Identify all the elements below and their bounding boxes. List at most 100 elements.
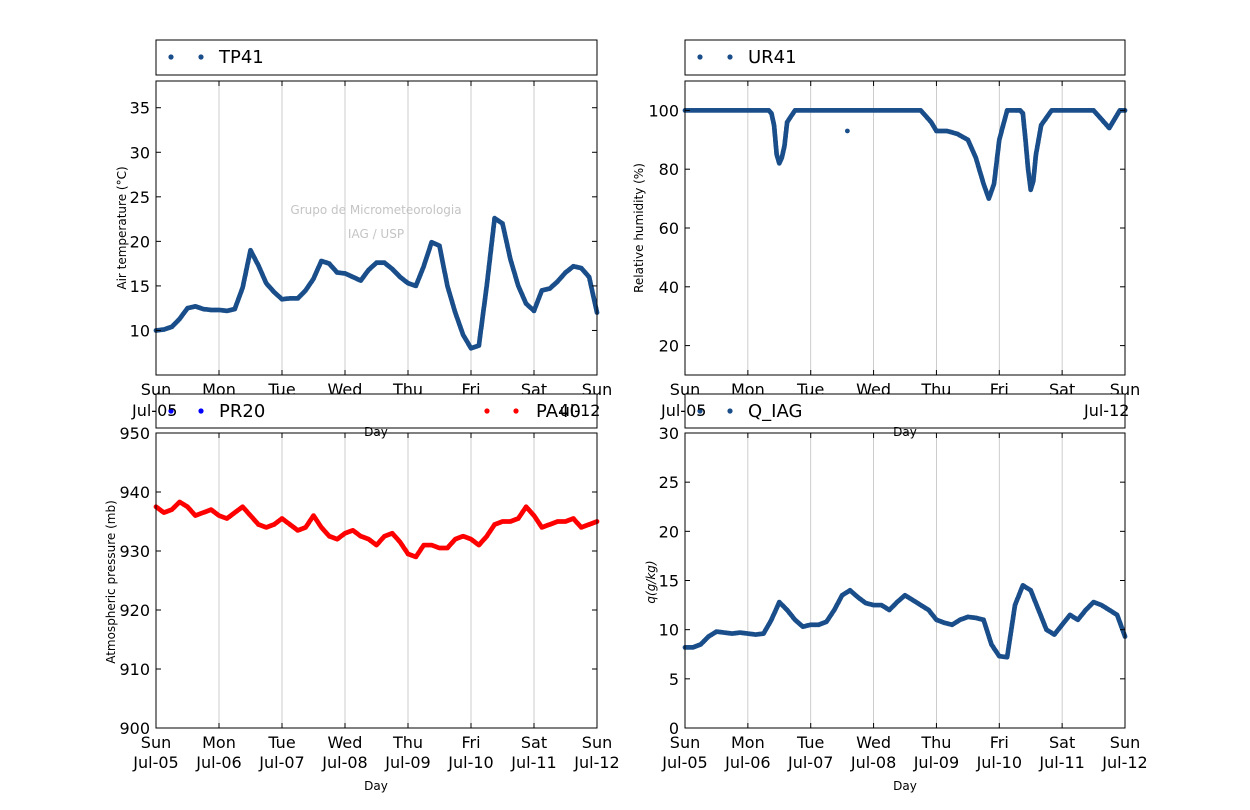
yticks-humidity: 20 40 60 80 100 (648, 101, 1125, 356)
legend-specific-humidity: Q_IAG (684, 393, 1126, 429)
legend-pressure: PR20 PA40 (155, 393, 598, 429)
y-tick-label: 25 (130, 188, 150, 207)
watermark-line-2: IAG / USP (348, 227, 404, 241)
legend-label-pa40: PA40 (536, 401, 581, 422)
plot-area-pressure (156, 433, 597, 728)
xtick-date-peek-temperature-left: Jul-05 (131, 401, 177, 420)
x-tick-label-day: Wed (328, 733, 363, 752)
x-tick-label-date: Jul-07 (787, 753, 833, 772)
x-tick-label-date: Jul-12 (573, 753, 619, 772)
x-tick-label-day: Sun (1110, 733, 1140, 752)
x-tick-label-day: Sun (670, 733, 700, 752)
legend-label-pr20: PR20 (219, 401, 265, 422)
y-tick-label: 20 (130, 232, 150, 251)
y-tick-label: 920 (119, 601, 150, 620)
x-tick-label-day: Tue (267, 733, 295, 752)
y-tick-label: 80 (659, 160, 679, 179)
x-tick-label-day: Wed (856, 733, 891, 752)
x-tick-label-date: Jul-06 (724, 753, 770, 772)
xticks-pressure: SunJul-05MonJul-06TueJul-07WedJul-08ThuJ… (132, 433, 620, 772)
legend-label-ur41: UR41 (748, 47, 797, 68)
x-tick-label-day: Sat (521, 733, 547, 752)
legend-label-tp41: TP41 (218, 47, 264, 68)
y-tick-label: 20 (659, 522, 679, 541)
marks-temperature (153, 215, 600, 351)
legend-marker-pa40-a (484, 408, 490, 414)
ylabel-temperature: Air temperature (°C) (115, 166, 129, 289)
x-tick-label-date: Jul-07 (258, 753, 304, 772)
legend-box-specific-humidity (684, 393, 1126, 429)
yticks-specific-humidity: 0 5 10 15 20 25 30 (659, 424, 1125, 738)
series-ur41 (682, 108, 1128, 202)
outlier-point (844, 128, 850, 134)
xticks-specific-humidity: SunJul-05MonJul-06TueJul-07WedJul-08ThuJ… (661, 433, 1148, 772)
legend-marker-ur41-a (697, 54, 703, 60)
x-tick-label-date: Jul-08 (321, 753, 367, 772)
legend-box-humidity (684, 39, 1126, 76)
xtick-date-peek-humidity-left: Jul-05 (660, 401, 706, 420)
x-tick-label-date: Jul-12 (1101, 753, 1147, 772)
ylabel-humidity: Relative humidity (%) (632, 163, 646, 293)
series-tp41 (153, 215, 600, 351)
x-tick-label-date: Jul-08 (850, 753, 896, 772)
ylabel-specific-humidity: q(g/kg) (644, 560, 658, 603)
grid-humidity (747, 81, 1063, 375)
y-tick-label: 950 (119, 424, 150, 443)
yticks-temperature: 10 15 20 25 30 35 (130, 99, 597, 340)
watermark-line-1: Grupo de Micrometeorologia (290, 203, 461, 217)
y-tick-label: 40 (659, 278, 679, 297)
grid-pressure (218, 433, 535, 728)
xtick-date-peek-temperature-right: Jul-12 (554, 401, 600, 420)
axes-frame-temperature (155, 80, 598, 376)
x-tick-label-date: Jul-05 (132, 753, 178, 772)
legend-marker-pr20-a (168, 408, 174, 414)
yticks-pressure: 900 910 920 930 940 950 (119, 424, 597, 738)
y-tick-label: 100 (648, 101, 679, 120)
legend-marker-tp41-a (168, 54, 174, 60)
y-tick-label: 25 (659, 473, 679, 492)
x-tick-label-date: Jul-10 (976, 753, 1022, 772)
legend-marker-tp41-b (198, 54, 204, 60)
marks-humidity (682, 108, 1128, 202)
y-tick-label: 20 (659, 337, 679, 356)
y-tick-label: 940 (119, 483, 150, 502)
y-tick-label: 10 (659, 621, 679, 640)
y-tick-label: 900 (119, 719, 150, 738)
x-tick-label-day: Fri (990, 733, 1009, 752)
legend-marker-ur41-b (727, 54, 733, 60)
plot-area-temperature (156, 81, 597, 375)
x-tick-label-date: Jul-05 (661, 753, 707, 772)
x-tick-label-day: Thu (920, 733, 951, 752)
plot-area-humidity (685, 81, 1125, 375)
legend-marker-qiag-b (727, 408, 733, 414)
y-tick-label: 15 (659, 572, 679, 591)
axes-frame-pressure (155, 432, 598, 729)
x-tick-label-date: Jul-06 (195, 753, 241, 772)
y-tick-label: 930 (119, 542, 150, 561)
x-tick-label-day: Tue (796, 733, 824, 752)
x-tick-label-day: Sat (1049, 733, 1075, 752)
y-tick-label: 15 (130, 277, 150, 296)
y-tick-label: 0 (669, 719, 679, 738)
y-tick-label: 60 (659, 219, 679, 238)
x-tick-label-day: Mon (731, 733, 765, 752)
xlabel-temperature: Day (364, 425, 388, 439)
xlabel-humidity: Day (893, 425, 917, 439)
legend-marker-qiag-a (697, 408, 703, 414)
legend-box-pressure (155, 393, 598, 429)
xlabel-pressure: Day (364, 779, 388, 793)
grid-temperature (218, 81, 535, 375)
x-tick-label-date: Jul-09 (384, 753, 430, 772)
legend-marker-pa40-b (513, 408, 519, 414)
x-tick-label-date: Jul-11 (1038, 753, 1084, 772)
y-tick-label: 910 (119, 660, 150, 679)
xlabel-specific-humidity: Day (893, 779, 917, 793)
xtick-date-peek-humidity-right: Jul-12 (1083, 401, 1129, 420)
ylabel-pressure: Atmospheric pressure (mb) (104, 500, 118, 664)
legend-box-temperature (155, 39, 598, 76)
x-tick-label-day: Mon (202, 733, 236, 752)
series-q_iag (682, 583, 1128, 660)
